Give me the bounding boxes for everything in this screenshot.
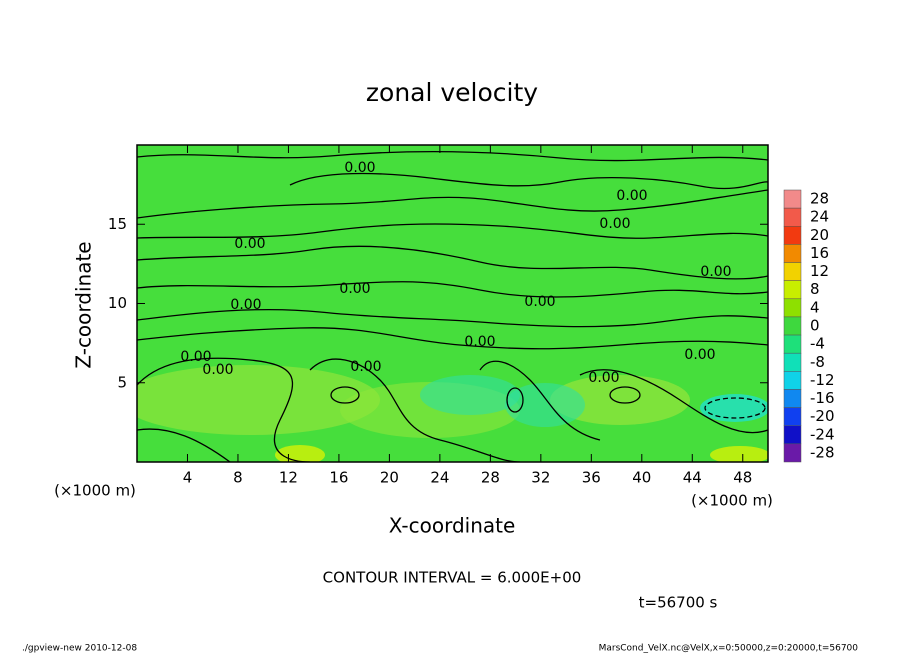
colorbar-label: -4: [810, 335, 825, 353]
footer-left: ./gpview-new 2010-12-08: [22, 644, 137, 654]
x-tick-label: 44: [683, 469, 702, 487]
x-tick-label: 20: [380, 469, 399, 487]
colorbar-box: [783, 280, 802, 300]
colorbar-label: 20: [810, 226, 829, 244]
colorbar-label: 28: [810, 190, 829, 208]
chart-title: zonal velocity: [366, 78, 538, 107]
colorbar-box: [783, 443, 802, 463]
contour-label: 0.00: [180, 349, 211, 365]
colorbar-box: [783, 207, 802, 227]
colorbar-box: [783, 226, 802, 245]
x-tick-label: 16: [329, 469, 348, 487]
contour-label: 0.00: [700, 264, 731, 280]
field-shading: [137, 151, 768, 462]
colorbar-box: [783, 334, 802, 354]
x-tick-label: 40: [632, 469, 651, 487]
y-tick-label: 10: [108, 294, 127, 312]
colorbar-label: 8: [810, 280, 820, 298]
colorbar-label: 0: [810, 317, 820, 335]
colorbar-label: -24: [810, 425, 835, 443]
x-tick-label: 4: [183, 469, 193, 487]
contour-label: 0.00: [524, 294, 555, 310]
y-tick-label: 15: [108, 215, 127, 233]
contour-interval: CONTOUR INTERVAL = 6.000E+00: [323, 569, 582, 587]
colorbar-box: [783, 316, 802, 336]
colorbar-box: [783, 371, 802, 390]
colorbar-label: 16: [810, 244, 829, 262]
colorbar-label: 12: [810, 262, 829, 280]
colorbar-label: -12: [810, 371, 835, 389]
colorbar-box: [783, 298, 802, 318]
y-axis-label: Z-coordinate: [72, 241, 96, 368]
colorbar-label: 4: [810, 298, 820, 316]
colorbar-box: [783, 262, 802, 281]
colorbar-label: -28: [810, 443, 835, 461]
colorbar-box: [783, 425, 802, 445]
x-tick-label: 32: [531, 469, 550, 487]
colorbar-label: -16: [810, 389, 835, 407]
colorbar-box: [783, 244, 802, 263]
x-tick-label: 12: [279, 469, 298, 487]
y-tick-label: 5: [117, 373, 127, 391]
contour-label: 0.00: [616, 188, 647, 204]
contour-label: 0.00: [588, 370, 619, 386]
x-tick-label: 28: [481, 469, 500, 487]
x-tick-label: 48: [733, 469, 752, 487]
colorbar-box: [783, 407, 802, 426]
contour-label: 0.00: [234, 236, 265, 252]
x-tick-label: 36: [582, 469, 601, 487]
colorbar-box: [783, 352, 802, 372]
x-unit: (×1000 m): [691, 492, 773, 510]
colorbar-label: 24: [810, 208, 829, 226]
colorbar-box: [783, 189, 802, 209]
contour-label: 0.00: [684, 347, 715, 363]
colorbar-label: -20: [810, 407, 835, 425]
x-unit: (×1000 m): [54, 482, 136, 500]
x-tick-label: 24: [430, 469, 449, 487]
time-label: t=56700 s: [639, 594, 718, 612]
colorbar-box: [783, 389, 802, 408]
x-tick-label: 8: [233, 469, 243, 487]
contour-label: 0.00: [350, 359, 381, 375]
x-axis-label: X-coordinate: [389, 514, 516, 538]
contour-label: 0.00: [339, 281, 370, 297]
colorbar-label: -8: [810, 353, 825, 371]
contour-label: 0.00: [599, 216, 630, 232]
contour-label: 0.00: [344, 160, 375, 176]
contour-label: 0.00: [464, 334, 495, 350]
contour-label: 0.00: [230, 297, 261, 313]
footer-right: MarsCond_VelX.nc@VelX,x=0:50000,z=0:2000…: [599, 644, 859, 654]
contour-label: 0.00: [202, 362, 233, 378]
